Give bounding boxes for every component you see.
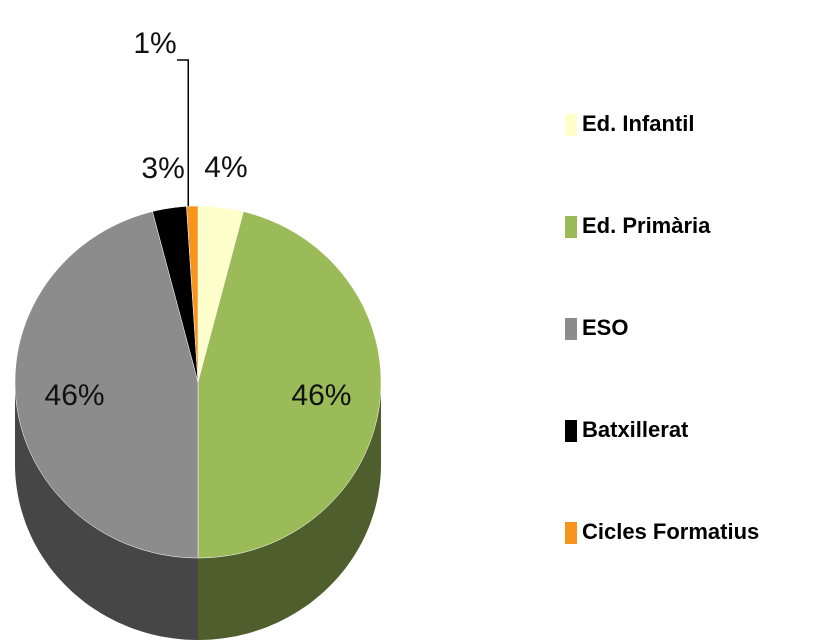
slice-top [186,205,199,383]
pie-slice [197,211,382,640]
legend-swatch [565,318,577,340]
legend-swatch [565,216,577,238]
data-label: 46% [291,379,351,412]
slice-side [198,382,381,640]
legend-label: Cicles Formatius [582,519,759,544]
data-label: 3% [141,152,184,185]
legend-label: Ed. Infantil [582,111,694,136]
pie-slice [152,206,199,383]
slice-top [152,206,199,383]
legend-swatch [565,522,577,544]
slice-side [15,382,198,640]
slice-top [14,211,199,559]
pie-slice [186,205,199,383]
legend-label: Batxillerat [582,417,689,442]
pie-slice [197,205,244,383]
legend-label: Ed. Primària [582,213,711,238]
legend-swatch [565,420,577,442]
pie-slice [14,211,199,640]
data-label: 46% [45,379,105,412]
legend-label: ESO [582,315,628,340]
data-label: 4% [204,151,247,184]
data-label: 1% [133,27,176,60]
slice-top [197,211,382,559]
slice-top [197,205,244,383]
legend-swatch [565,114,577,136]
leader-line [177,59,190,207]
